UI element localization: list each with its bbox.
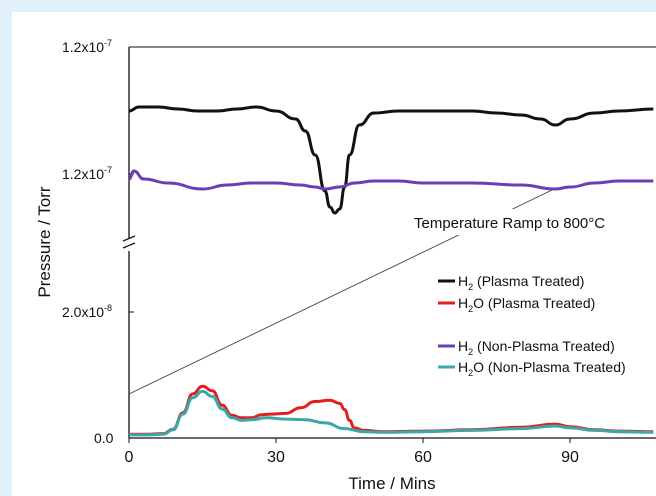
legend-label: H2 (Non-Plasma Treated) bbox=[458, 338, 615, 357]
y-tick-label-zero: 0.0 bbox=[94, 430, 114, 446]
annotation-background bbox=[410, 209, 656, 235]
x-axis-title: Time / Mins bbox=[348, 474, 435, 493]
y-tick-label-upper-mid: 1.2x10-7 bbox=[62, 165, 112, 182]
x-tick-label: 0 bbox=[125, 449, 134, 466]
series-line-1 bbox=[128, 169, 654, 191]
chart-svg: 1.2x10-7 1.2x10-7 2.0x10-8 0.0 0 30 60 90 P… bbox=[35, 38, 656, 493]
legend-label: H2O (Non-Plasma Treated) bbox=[458, 359, 626, 378]
y-tick-label-top: 1.2x10-7 bbox=[62, 38, 112, 55]
y-axis-title: Pressure / Torr bbox=[35, 186, 54, 298]
legend-label: H2O (Plasma Treated) bbox=[458, 295, 595, 314]
x-ticks: 0 30 60 90 bbox=[125, 438, 579, 466]
series-line-3 bbox=[129, 389, 654, 437]
series-line-0 bbox=[128, 105, 654, 215]
x-tick-label: 60 bbox=[414, 449, 432, 466]
axis-break-mark bbox=[122, 235, 136, 249]
x-tick-label: 30 bbox=[267, 449, 285, 466]
y-tick-label-lower-mid: 2.0x10-8 bbox=[62, 303, 112, 320]
x-tick-label: 90 bbox=[561, 449, 579, 466]
series-layer bbox=[128, 105, 654, 437]
chart-figure: 1.2x10-7 1.2x10-7 2.0x10-8 0.0 0 30 60 90 P… bbox=[12, 12, 656, 496]
temperature-ramp-annotation: Temperature Ramp to 800°C bbox=[414, 215, 605, 232]
legend: H2 (Plasma Treated) H2O (Plasma Treated) H… bbox=[438, 273, 626, 378]
legend-label: H2 (Plasma Treated) bbox=[458, 273, 584, 292]
